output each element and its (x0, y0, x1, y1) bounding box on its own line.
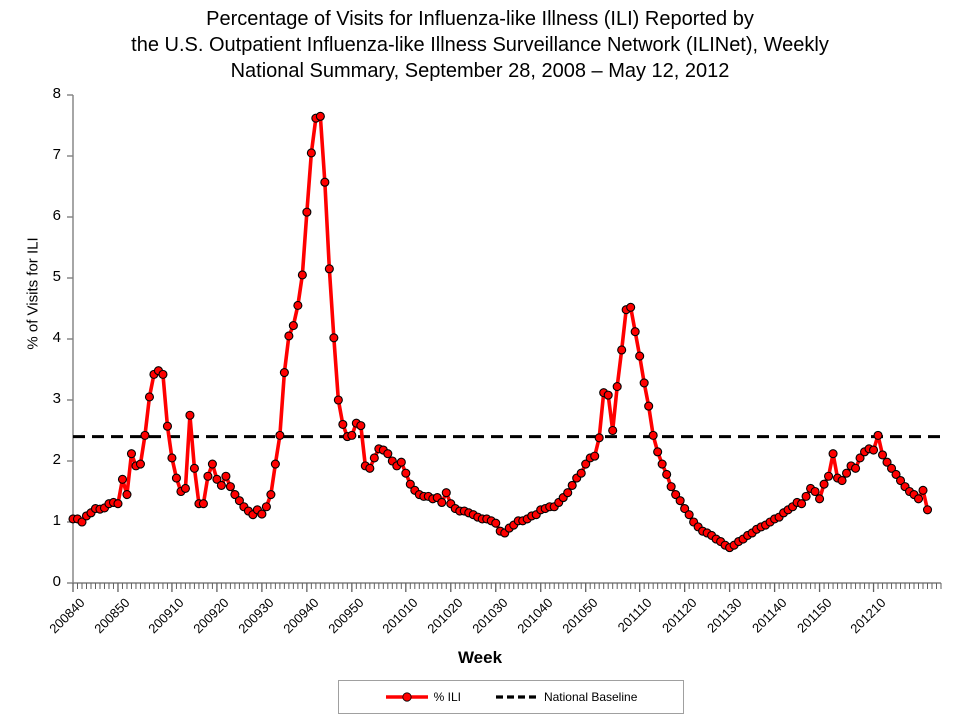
legend-item-ili: % ILI (385, 690, 461, 704)
y-tick-label: 3 (52, 390, 61, 407)
legend-item-baseline: National Baseline (495, 690, 637, 704)
y-tick-label: 4 (52, 329, 61, 346)
y-tick-label: 6 (52, 207, 61, 224)
y-tick-label: 8 (52, 85, 61, 102)
x-axis-ticks (72, 583, 942, 592)
legend-swatch-baseline-dashed-icon (495, 690, 539, 704)
y-tick-label: 5 (52, 268, 61, 285)
ili-series-line (71, 114, 930, 550)
chart-legend: % ILI National Baseline (338, 680, 684, 714)
legend-swatch-ili-line-icon (385, 690, 429, 704)
y-tick-label: 0 (52, 573, 61, 590)
axes (72, 95, 941, 584)
y-tick-label: 1 (52, 512, 61, 529)
x-axis-title: Week (457, 648, 503, 667)
y-axis-ticks (67, 94, 73, 584)
y-tick-label: 2 (52, 451, 61, 468)
y-tick-label: 7 (52, 146, 61, 163)
ili-series-markers (68, 111, 933, 553)
chart-title: Percentage of Visits for Influenza-like … (131, 8, 829, 82)
legend-label-baseline: National Baseline (543, 690, 638, 704)
legend-label-ili: % ILI (433, 690, 461, 704)
